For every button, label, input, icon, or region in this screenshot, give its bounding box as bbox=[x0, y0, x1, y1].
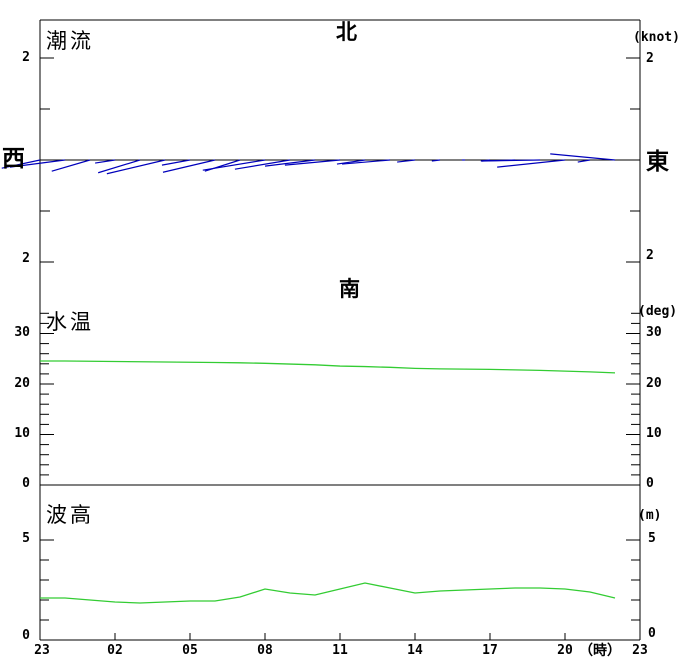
current-vector-stick bbox=[234, 159, 291, 170]
x-tick-label-14: 14 bbox=[407, 643, 423, 658]
wave-unit-label: (m) bbox=[638, 508, 662, 523]
current-left-tick-label-upper: 2 bbox=[22, 50, 30, 65]
current-panel-title: 潮流 bbox=[46, 29, 94, 53]
current-vector-stick bbox=[342, 159, 391, 165]
current-vector-stick bbox=[161, 159, 191, 166]
current-vector-stick bbox=[397, 159, 416, 163]
current-vector-stick bbox=[336, 159, 366, 165]
wave-left-tick-label-0: 0 bbox=[22, 628, 30, 643]
east-label: 東 bbox=[646, 149, 669, 175]
x-axis-hour-suffix: （時） bbox=[579, 643, 621, 659]
current-vector-stick bbox=[51, 159, 91, 172]
west-label: 西 bbox=[2, 146, 25, 172]
current-vector-stick bbox=[481, 159, 541, 162]
temp-right-tick-label-10: 10 bbox=[646, 426, 662, 441]
current-vector-stick bbox=[284, 159, 341, 166]
temp-left-tick-label-30: 30 bbox=[14, 325, 30, 340]
current-vector-stick bbox=[550, 153, 616, 161]
current-vector-stick bbox=[577, 159, 591, 163]
temp-right-tick-label-0: 0 bbox=[646, 476, 654, 491]
temp-left-tick-label-0: 0 bbox=[22, 476, 30, 491]
x-tick-label-23: 23 bbox=[34, 643, 50, 658]
current-vector-stick bbox=[202, 159, 266, 171]
south-label: 南 bbox=[339, 277, 360, 301]
current-vector-stick bbox=[106, 159, 166, 175]
current-right-tick-label-lower: 2 bbox=[646, 248, 654, 263]
x-tick-label-11: 11 bbox=[332, 643, 348, 658]
current-vector-stick bbox=[95, 159, 116, 164]
temp-left-tick-label-10: 10 bbox=[14, 426, 30, 441]
current-left-tick-label-lower: 2 bbox=[22, 251, 30, 266]
temperature-panel-title: 水温 bbox=[46, 310, 94, 334]
wave-left-tick-label-5: 5 bbox=[22, 531, 30, 546]
x-tick-label-08: 08 bbox=[257, 643, 273, 658]
wave-right-tick-label-0: 0 bbox=[648, 626, 656, 641]
current-right-tick-label-upper: 2 bbox=[646, 51, 654, 66]
north-label: 北 bbox=[336, 20, 357, 44]
temperature-unit-label: (deg) bbox=[638, 304, 678, 319]
wave-right-tick-label-5: 5 bbox=[648, 531, 656, 546]
wave-panel-title: 波高 bbox=[46, 503, 94, 527]
current-vector-stick bbox=[162, 159, 216, 173]
x-tick-label-02: 02 bbox=[107, 643, 123, 658]
x-tick-label-20: 20 bbox=[557, 643, 573, 658]
current-vector-stick bbox=[1, 159, 41, 169]
temp-left-tick-label-20: 20 bbox=[14, 376, 30, 391]
current-vector-stick bbox=[497, 159, 566, 168]
x-tick-label-05: 05 bbox=[182, 643, 198, 658]
temp-right-tick-label-30: 30 bbox=[646, 325, 662, 340]
current-unit-label: (knot) bbox=[633, 30, 680, 45]
current-vector-stick bbox=[98, 159, 141, 174]
current-vector-stick bbox=[431, 159, 441, 162]
x-tick-label-17: 17 bbox=[482, 643, 498, 658]
wave-height-line bbox=[40, 582, 616, 604]
current-vector-stick bbox=[9, 159, 66, 168]
current-vector-stick bbox=[264, 159, 316, 167]
x-tick-label-23b: 23 bbox=[632, 643, 648, 658]
temperature-line bbox=[40, 360, 616, 374]
temp-right-tick-label-20: 20 bbox=[646, 376, 662, 391]
